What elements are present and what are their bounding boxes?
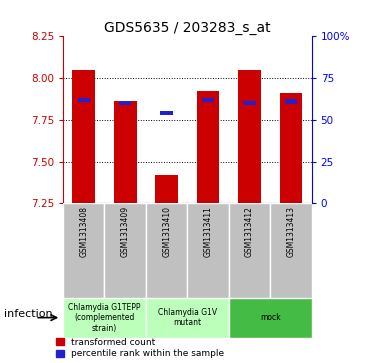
- Bar: [63, 203, 105, 298]
- Bar: [105, 203, 146, 298]
- Bar: [146, 203, 187, 298]
- Text: Chlamydia G1TEPP
(complemented
strain): Chlamydia G1TEPP (complemented strain): [68, 303, 141, 333]
- Bar: [187, 203, 229, 298]
- Bar: [270, 203, 312, 298]
- Text: GSM1313409: GSM1313409: [121, 206, 130, 257]
- Text: mock: mock: [260, 313, 280, 322]
- Bar: [285, 99, 297, 103]
- Bar: [229, 298, 312, 338]
- Text: Chlamydia G1V
mutant: Chlamydia G1V mutant: [158, 308, 217, 327]
- Bar: [72, 70, 95, 203]
- Bar: [155, 175, 178, 203]
- Text: GSM1313413: GSM1313413: [286, 206, 295, 257]
- Bar: [197, 91, 220, 203]
- Bar: [146, 298, 229, 338]
- Text: infection: infection: [4, 309, 52, 319]
- Bar: [202, 98, 214, 102]
- Title: GDS5635 / 203283_s_at: GDS5635 / 203283_s_at: [104, 21, 271, 35]
- Legend: transformed count, percentile rank within the sample: transformed count, percentile rank withi…: [56, 338, 224, 359]
- Bar: [119, 101, 131, 105]
- Bar: [243, 101, 256, 105]
- Bar: [78, 98, 90, 102]
- Text: GSM1313410: GSM1313410: [162, 206, 171, 257]
- Text: GSM1313408: GSM1313408: [79, 206, 88, 257]
- Bar: [114, 101, 137, 203]
- Bar: [238, 70, 261, 203]
- Bar: [160, 111, 173, 115]
- Bar: [63, 298, 146, 338]
- Bar: [229, 203, 270, 298]
- Text: GSM1313411: GSM1313411: [204, 206, 213, 257]
- Bar: [279, 93, 302, 203]
- Text: GSM1313412: GSM1313412: [245, 206, 254, 257]
